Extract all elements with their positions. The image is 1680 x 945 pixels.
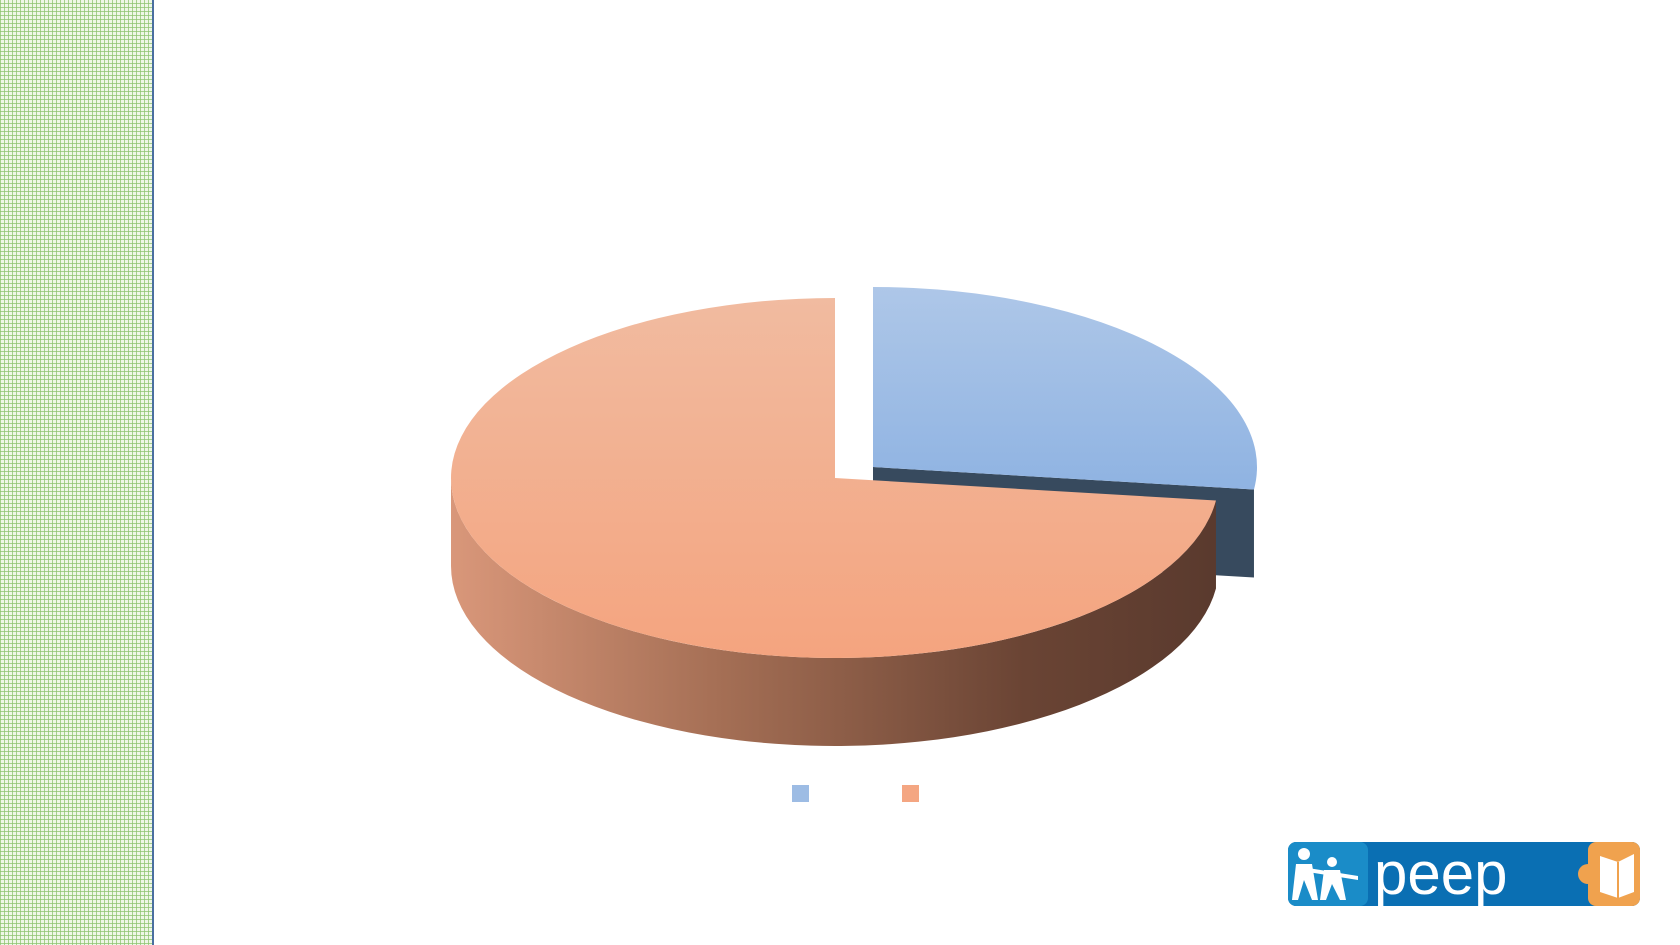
decorative-grid-strip [0,0,154,945]
peep-logo: peep [1288,842,1640,906]
slice-2-top [451,298,1216,658]
logo-text: peep [1374,842,1507,906]
legend-swatch-slice-1 [792,785,809,802]
legend-swatch-slice-2 [902,785,919,802]
slice-2-side [451,478,1216,747]
slice-1-top [873,287,1257,490]
